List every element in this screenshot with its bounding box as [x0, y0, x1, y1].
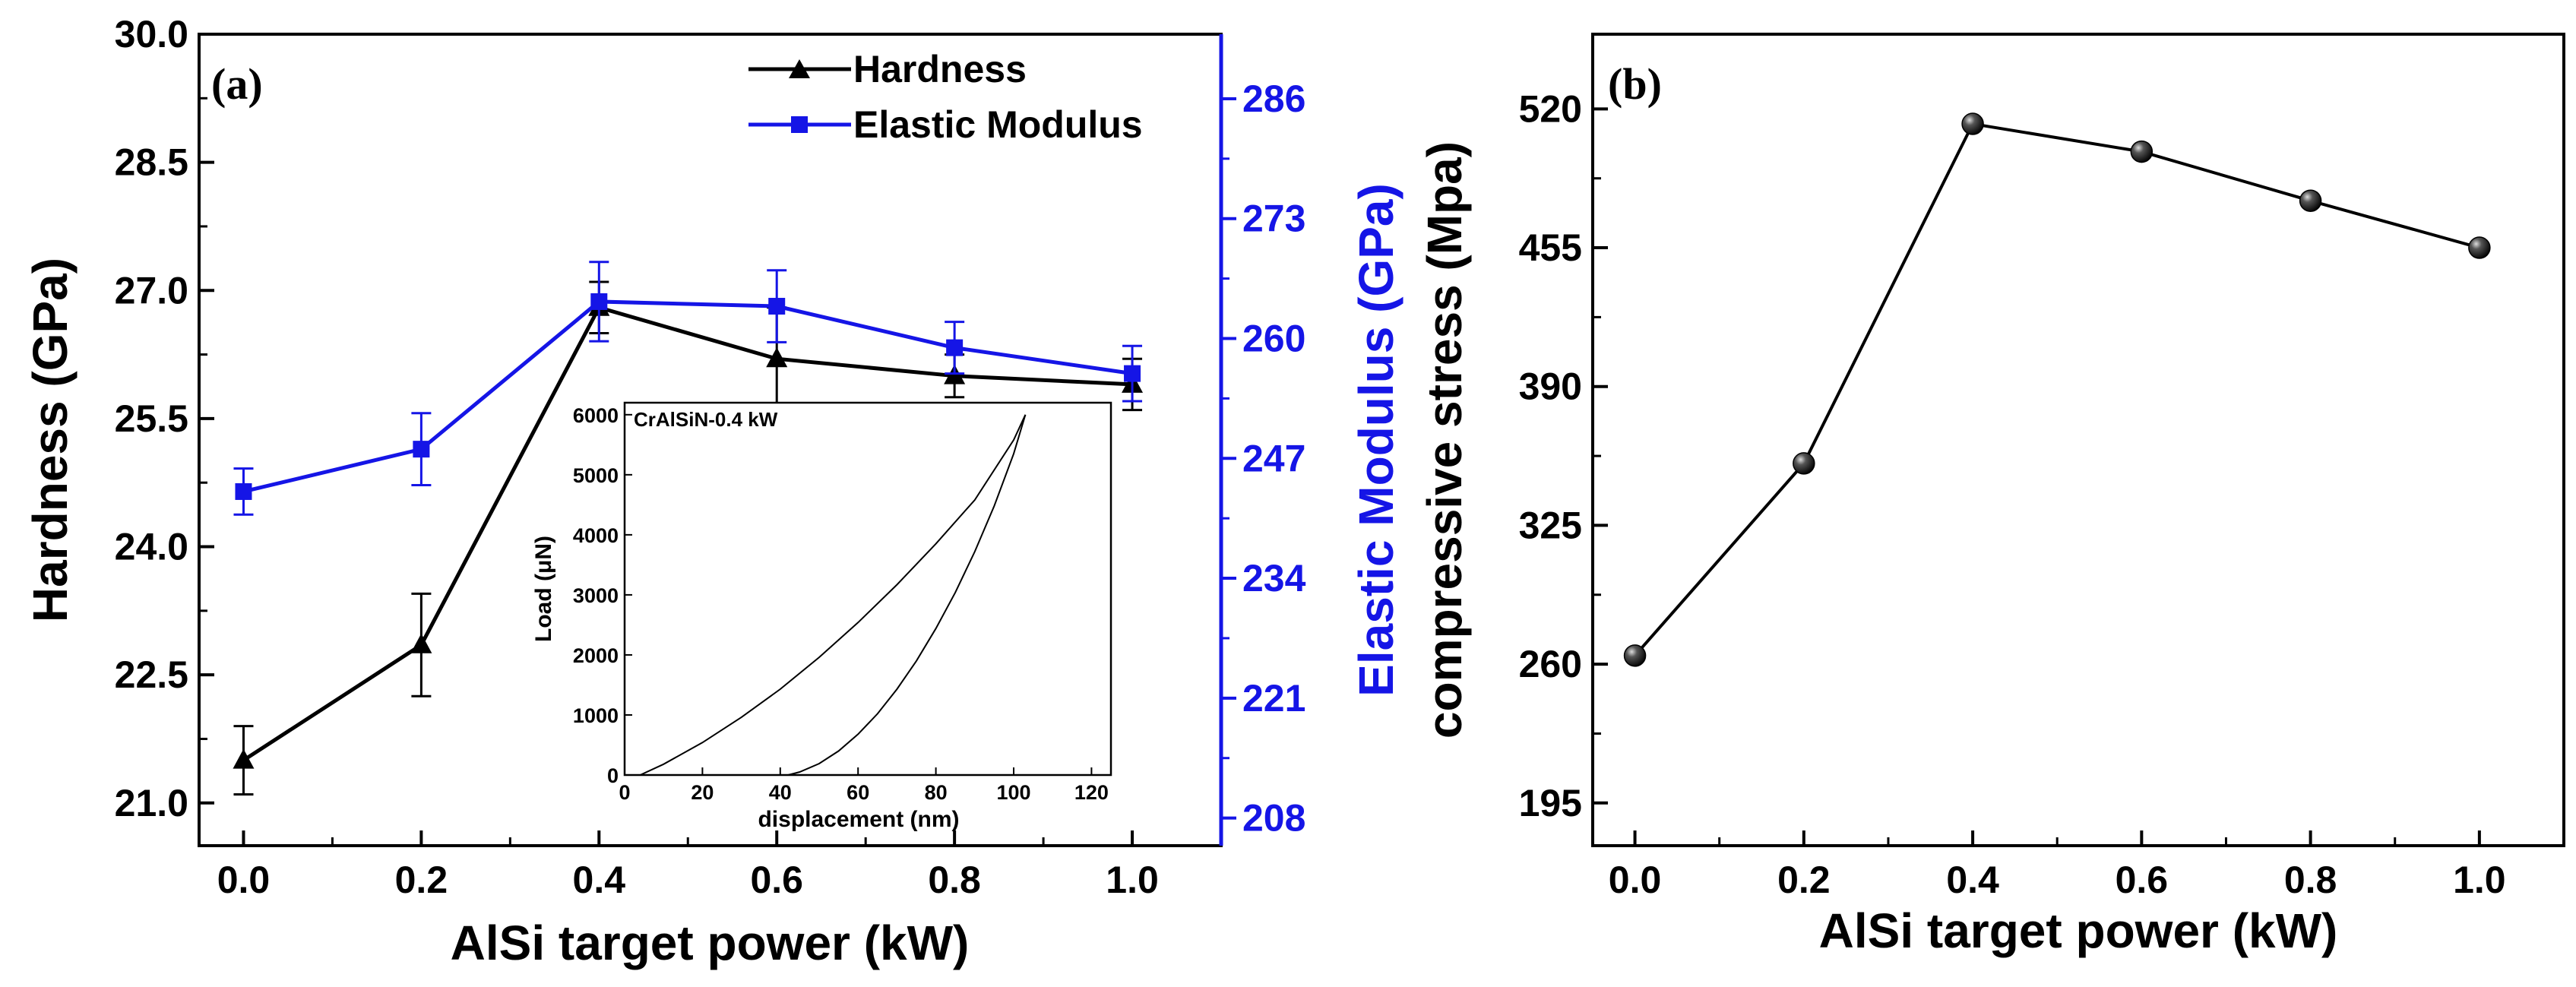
- panel-b-frame: [1591, 33, 2565, 847]
- legend-modulus-marker: [791, 116, 808, 133]
- panel-a-x-tick-label: 0.2: [395, 859, 448, 901]
- series-elastic-modulus: [233, 261, 1143, 516]
- panel-b-x-axis-title: AlSi target power (kW): [1819, 903, 2338, 958]
- inset-x-axis-title: displacement (nm): [758, 807, 959, 832]
- panel-b-y-tick-label: 390: [1519, 365, 1582, 408]
- panel-a-y2-tick-label: 234: [1242, 557, 1306, 599]
- stress-line: [1634, 122, 2480, 657]
- inset-y-tick-label: 1000: [573, 704, 619, 727]
- panel-b-x-tick-label: 1.0: [2453, 859, 2506, 901]
- legend-hardness-label: Hardness: [853, 48, 1027, 90]
- panel-a-y2-axis-title: Elastic Modulus (GPa): [1349, 183, 1404, 697]
- panel-a-x-tick-label: 0.4: [573, 859, 626, 901]
- inset-y-axis-title: Load (μN): [531, 536, 556, 642]
- inset-frame: [623, 401, 1112, 777]
- panel-b-y-axis-title: compressive stress (Mpa): [1417, 141, 1472, 739]
- legend-hardness-marker: [789, 59, 810, 78]
- panel-a-y2-tick-label: 247: [1242, 437, 1305, 479]
- panel-b-y-tick-label: 455: [1519, 226, 1582, 269]
- hardness-line: [242, 305, 1133, 762]
- panel-b-y-ticks: 195 260 325 390 455 520: [1519, 87, 1608, 824]
- panel-a-y-tick-label: 24.0: [115, 526, 188, 568]
- inset-x-tick-label: 120: [1074, 781, 1109, 804]
- inset-y-tick-label: 0: [607, 764, 619, 787]
- panel-a-y-axis-title: Hardness (GPa): [23, 258, 78, 622]
- inset-unloading-curve: [787, 414, 1027, 776]
- modulus-point: [768, 298, 786, 315]
- legend-modulus: Elastic Modulus: [748, 103, 1143, 146]
- panel-a-y2-tick-label: 221: [1242, 677, 1305, 720]
- inset-y-ticks: 0 1000 2000 3000 4000 5000 6000: [573, 404, 632, 787]
- panel-b-y-tick-label: 260: [1519, 643, 1582, 685]
- hardness-point: [410, 633, 432, 653]
- hardness-point: [233, 748, 255, 769]
- panel-a-x-tick-label: 1.0: [1106, 859, 1159, 901]
- panel-b-y-tick-label: 195: [1519, 782, 1582, 824]
- inset-x-ticks: 0 20 40 60 80 100 120: [619, 767, 1109, 804]
- inset-y-tick-label: 6000: [573, 404, 619, 427]
- modulus-point: [235, 482, 252, 500]
- panel-b-x-ticks: 0.0 0.2 0.4 0.6 0.8 1.0: [1609, 830, 2506, 901]
- panel-a-label: (a): [211, 59, 263, 109]
- inset-x-tick-label: 80: [925, 781, 948, 804]
- panel-b-x-tick-label: 0.2: [1777, 859, 1831, 901]
- panel-b-y-tick-label: 325: [1519, 504, 1582, 546]
- panel-a-y2-tick-label: 273: [1242, 198, 1305, 240]
- inset-y-tick-label: 4000: [573, 524, 619, 547]
- inset-x-tick-label: 100: [996, 781, 1030, 804]
- panel-a-y-tick-label: 30.0: [115, 13, 188, 55]
- stress-point: [1961, 112, 1984, 135]
- stress-point: [1793, 452, 1815, 475]
- panel-b-y-tick-label: 520: [1519, 87, 1582, 130]
- inset-x-tick-label: 20: [691, 781, 714, 804]
- panel-a-x-tick-label: 0.6: [750, 859, 803, 901]
- inset-y-tick-label: 3000: [573, 584, 619, 607]
- series-compressive-stress: [1623, 112, 2491, 667]
- panel-a: (a) 0.0 0.2 0.4 0.6 0.8 1.0 21.022.524.025.52…: [23, 13, 1404, 970]
- panel-b: (b) 0.0 0.2 0.4 0.6 0.8 1.0 195 260 325 390 455 52…: [1417, 33, 2565, 958]
- inset-y-tick-label: 2000: [573, 644, 619, 667]
- panel-a-y-ticks: 21.0 22.5 24.0 25.5 27.0 28.5 30.0: [115, 13, 214, 824]
- modulus-point: [590, 293, 608, 310]
- panel-a-x-ticks: 0.0 0.2 0.4 0.6 0.8 1.0: [217, 830, 1159, 901]
- panel-a-y2-ticks: 208 221 234 247 260 273 286: [1219, 34, 1306, 846]
- modulus-point: [946, 339, 964, 356]
- panel-b-x-tick-label: 0.0: [1609, 859, 1662, 901]
- panel-a-y-tick-label: 21.0: [115, 782, 188, 824]
- inset-y-tick-label: 5000: [573, 464, 619, 487]
- panel-a-y-tick-label: 28.5: [115, 141, 188, 184]
- panel-a-y-tick-label: 27.0: [115, 269, 188, 312]
- stress-point: [1623, 644, 1647, 667]
- panel-a-y-tick-label: 25.5: [115, 397, 188, 440]
- inset-x-tick-label: 0: [619, 781, 630, 804]
- panel-a-legend: Hardness Elastic Modulus: [748, 48, 1143, 146]
- panel-a-y-tick-label: 22.5: [115, 653, 188, 696]
- legend-modulus-label: Elastic Modulus: [853, 103, 1143, 146]
- stress-point: [2299, 189, 2322, 212]
- panel-a-y2-tick-label: 208: [1242, 797, 1305, 840]
- hardness-point: [766, 347, 788, 368]
- panel-a-y2-tick-label: 260: [1242, 318, 1305, 360]
- panel-a-x-axis-title: AlSi target power (kW): [451, 916, 970, 970]
- inset-title: CrAlSiN-0.4 kW: [634, 408, 778, 431]
- modulus-point: [413, 441, 430, 458]
- panel-b-x-tick-label: 0.4: [1946, 859, 1999, 901]
- panel-b-x-tick-label: 0.8: [2284, 859, 2337, 901]
- panel-a-x-tick-label: 0.8: [928, 859, 981, 901]
- modulus-line: [242, 299, 1133, 494]
- inset-load-displacement: CrAlSiN-0.4 kW 0 20 40 60 80 100 120 0 1000 2000…: [531, 401, 1112, 832]
- legend-hardness: Hardness: [748, 48, 1027, 90]
- modulus-point: [1124, 365, 1141, 382]
- inset-loading-curve: [640, 414, 1027, 776]
- stress-point: [2468, 236, 2491, 259]
- panel-b-label: (b): [1608, 59, 1662, 109]
- panel-a-x-tick-label: 0.0: [217, 859, 271, 901]
- stress-point: [2130, 140, 2154, 163]
- panel-a-y2-tick-label: 286: [1242, 78, 1305, 120]
- inset-x-tick-label: 40: [769, 781, 792, 804]
- panel-b-x-tick-label: 0.6: [2116, 859, 2169, 901]
- inset-x-tick-label: 60: [847, 781, 869, 804]
